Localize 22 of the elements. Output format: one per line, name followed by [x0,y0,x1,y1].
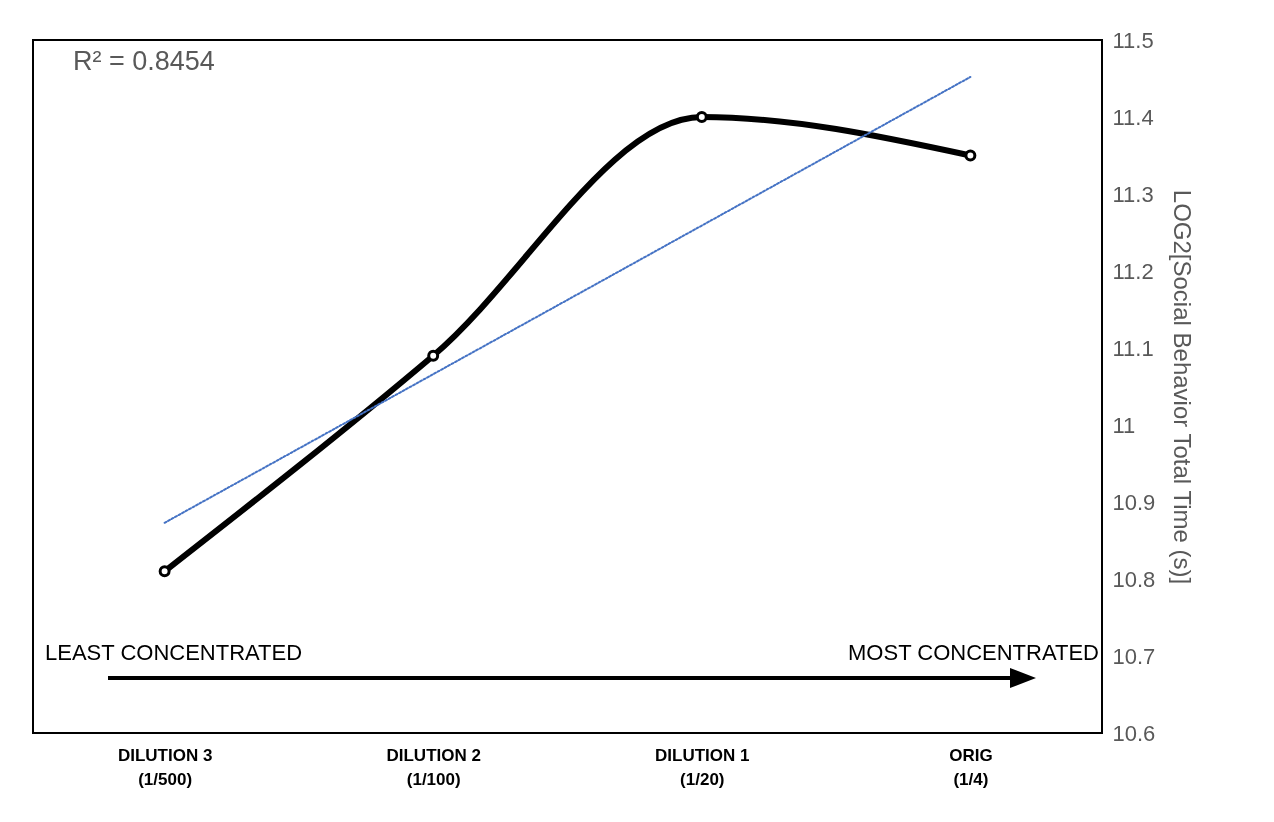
x-tick-label: ORIG (1/4) [949,745,993,789]
y-tick-label: 10.6 [1112,720,1156,746]
y-tick-label: 11.5 [1112,27,1154,53]
y-tick-label: 11.3 [1112,181,1154,207]
annotation: R² = 0.8454 [73,46,215,76]
y-tick-label: 11.1 [1112,335,1154,361]
annotation: LEAST CONCENTRATED [45,640,303,665]
x-tick-label: DILUTION 1 (1/20) [655,745,750,789]
y-tick-label: 11 [1112,412,1136,438]
point [158,565,171,578]
y-axis-title: LOG2[Social Behavior Total Time (s)] [1169,189,1197,585]
annotation: MOST CONCENTRATED [848,640,1099,665]
x-tick-label: DILUTION 3 (1/500) [117,745,213,789]
x-tick-label: DILUTION 2 (1/100) [386,745,481,789]
y-tick-label: 11.2 [1112,258,1154,284]
y-tick-label: 10.8 [1112,566,1156,592]
point [695,111,708,123]
y-tick-label: 10.9 [1112,489,1156,515]
y-tick-label: 11.4 [1112,104,1154,130]
point [964,149,977,162]
y-tick-label: 10.7 [1112,643,1156,669]
point [427,349,440,362]
